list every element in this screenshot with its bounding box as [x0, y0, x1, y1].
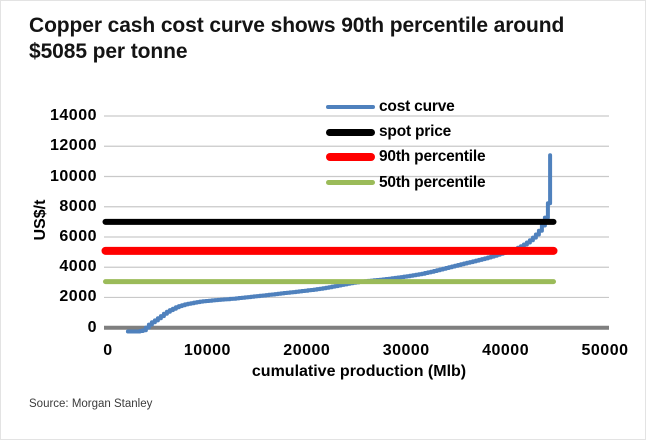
- y-tick-label: 2000: [59, 288, 97, 306]
- x-tick-label: 0: [103, 342, 113, 359]
- legend-label: 50th percentile: [379, 173, 486, 191]
- chart-legend: cost curve spot price 90th percentile 50th …: [326, 94, 486, 196]
- x-tick-label: 20000: [283, 342, 331, 359]
- legend-swatch-50th-percentile: [326, 180, 375, 186]
- y-tick-label: 14000: [50, 107, 97, 125]
- x-tick-label: 50000: [581, 342, 629, 359]
- x-tick-label: 30000: [382, 342, 430, 359]
- chart-title: Copper cash cost curve shows 90th percen…: [29, 14, 565, 64]
- legend-item: cost curve: [326, 94, 485, 119]
- legend-item: 50th percentile: [326, 170, 486, 195]
- legend-item: spot price: [326, 119, 485, 144]
- cost-curve-path: [125, 153, 553, 334]
- legend-label: spot price: [379, 123, 452, 141]
- legend-swatch-cost-curve: [326, 104, 375, 109]
- legend-item: 90th percentile: [326, 145, 486, 170]
- y-tick-label: 6000: [59, 227, 97, 245]
- y-tick-label: 10000: [50, 167, 97, 185]
- x-tick-label: 40000: [482, 342, 530, 359]
- legend-swatch-90th-percentile: [326, 153, 375, 162]
- y-tick-label: 4000: [59, 258, 97, 276]
- y-tick-label: 12000: [50, 137, 97, 155]
- x-tick-label: 10000: [183, 342, 231, 359]
- legend-label: cost curve: [379, 97, 455, 115]
- x-axis-title: cumulative production (Mlb): [251, 363, 467, 380]
- y-tick-label: 8000: [59, 197, 97, 215]
- source-note: Source: Morgan Stanley: [29, 398, 153, 410]
- legend-label: 90th percentile: [379, 148, 486, 166]
- y-tick-label: 0: [87, 318, 97, 336]
- legend-swatch-spot-price: [326, 128, 375, 136]
